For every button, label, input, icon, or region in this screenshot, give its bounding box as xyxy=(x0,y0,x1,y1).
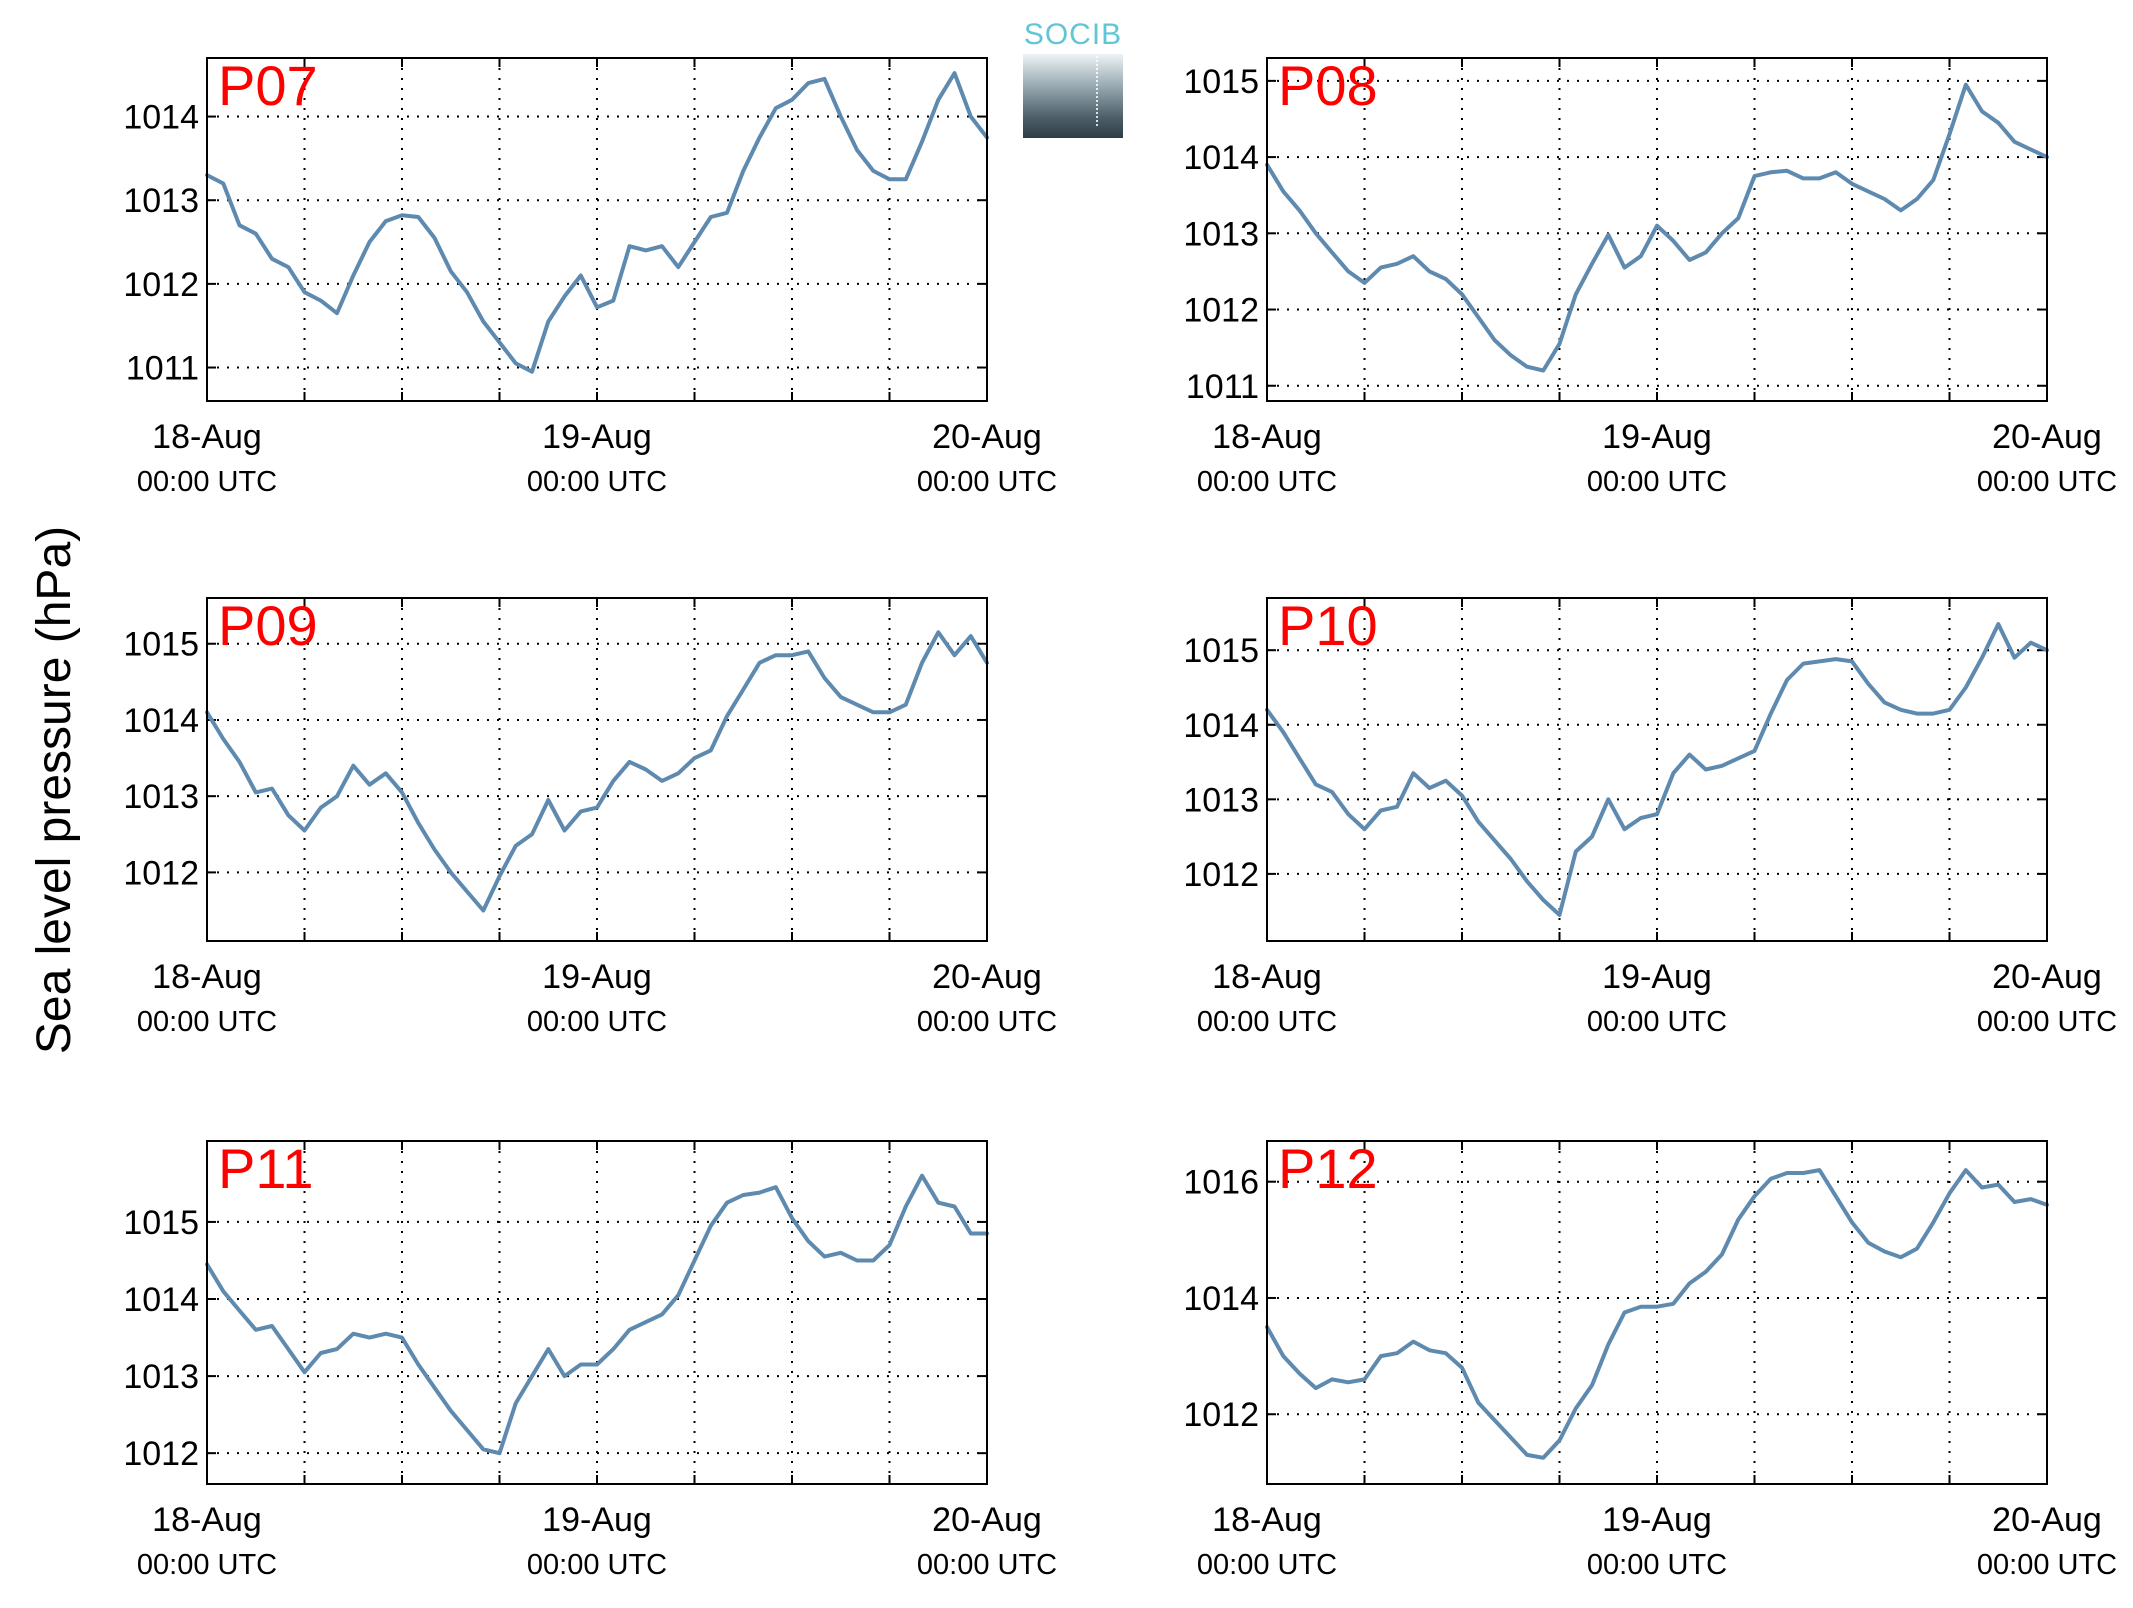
socib-logo-text: SOCIB xyxy=(1023,18,1123,51)
y-tick-label: 1011 xyxy=(1186,368,1259,406)
y-tick-label: 1014 xyxy=(1183,1280,1259,1318)
x-tick-label-time: 00:00 UTC xyxy=(1587,466,1727,498)
chart-panel-p09: 1012 1013 1014 1015 18-Aug 00:00 UTC 19-Aug 00:… xyxy=(123,594,1057,1038)
x-tick-label-time: 00:00 UTC xyxy=(1977,1549,2117,1581)
x-tick-label-date: 18-Aug xyxy=(1212,418,1322,456)
station-label: P10 xyxy=(1278,594,1378,657)
y-tick-label: 1012 xyxy=(1183,292,1259,330)
pressure-series-line xyxy=(205,71,989,374)
x-tick-label-date: 19-Aug xyxy=(542,958,652,996)
y-tick-label: 1012 xyxy=(1183,1396,1259,1434)
y-tick-label: 1014 xyxy=(123,1281,199,1319)
chart-panel-p12: 1012 1014 1016 18-Aug 00:00 UTC 19-Aug 00:00 U… xyxy=(1183,1137,2117,1581)
socib-logo-dotted-line xyxy=(1096,56,1098,126)
y-tick-label: 1015 xyxy=(123,626,199,664)
pressure-series-line xyxy=(1265,622,2049,917)
x-tick-label-date: 19-Aug xyxy=(1602,418,1712,456)
x-tick-label-date: 20-Aug xyxy=(1992,418,2102,456)
y-tick-label: 1014 xyxy=(123,702,199,740)
pressure-series-line xyxy=(1265,82,2049,373)
station-label: P08 xyxy=(1278,54,1378,117)
pressure-series-line xyxy=(205,630,989,913)
socib-logo: SOCIB xyxy=(1023,18,1123,138)
y-tick-label: 1016 xyxy=(1183,1164,1259,1202)
y-tick-label: 1012 xyxy=(123,854,199,892)
x-tick-label-date: 18-Aug xyxy=(1212,1501,1322,1539)
station-label: P07 xyxy=(218,54,318,117)
y-tick-label: 1013 xyxy=(1183,215,1259,253)
x-tick-label-time: 00:00 UTC xyxy=(1587,1549,1727,1581)
y-tick-label: 1015 xyxy=(123,1204,199,1242)
x-tick-label-time: 00:00 UTC xyxy=(1197,1006,1337,1038)
y-tick-label: 1012 xyxy=(123,266,199,304)
x-tick-label-time: 00:00 UTC xyxy=(1197,466,1337,498)
chart-panel-p11: 1012 1013 1014 1015 18-Aug 00:00 UTC 19-Aug 00:… xyxy=(123,1137,1057,1581)
socib-logo-mark xyxy=(1023,54,1123,138)
x-tick-label-time: 00:00 UTC xyxy=(1197,1549,1337,1581)
axes-frame xyxy=(1266,1140,2048,1485)
chart-panel-p08: 1011 1012 1013 1014 1015 18-Aug 00:00 UTC 19-Au… xyxy=(1183,54,2117,498)
x-tick-label-time: 00:00 UTC xyxy=(527,466,667,498)
station-label: P12 xyxy=(1278,1137,1378,1200)
x-tick-label-date: 20-Aug xyxy=(1992,958,2102,996)
y-tick-label: 1015 xyxy=(1183,632,1259,670)
x-tick-label-date: 19-Aug xyxy=(542,418,652,456)
x-tick-label-date: 18-Aug xyxy=(152,1501,262,1539)
y-tick-label: 1012 xyxy=(123,1435,199,1473)
x-tick-label-time: 00:00 UTC xyxy=(917,466,1057,498)
x-tick-label-time: 00:00 UTC xyxy=(137,1549,277,1581)
x-tick-label-time: 00:00 UTC xyxy=(917,1006,1057,1038)
x-tick-label-date: 18-Aug xyxy=(152,418,262,456)
pressure-series-line xyxy=(205,1173,989,1456)
x-tick-label-time: 00:00 UTC xyxy=(1587,1006,1727,1038)
chart-panel-p10: 1012 1013 1014 1015 18-Aug 00:00 UTC 19-Aug 00:… xyxy=(1183,594,2117,1038)
axes-frame xyxy=(1266,597,2048,942)
y-tick-label: 1013 xyxy=(123,182,199,220)
axes-frame xyxy=(206,57,988,402)
x-tick-label-time: 00:00 UTC xyxy=(137,1006,277,1038)
x-tick-label-date: 19-Aug xyxy=(1602,958,1712,996)
x-tick-label-time: 00:00 UTC xyxy=(1977,466,2117,498)
axes-frame xyxy=(206,597,988,942)
y-tick-label: 1013 xyxy=(1183,781,1259,819)
x-tick-label-date: 20-Aug xyxy=(932,418,1042,456)
y-tick-label: 1014 xyxy=(1183,707,1259,745)
x-tick-label-date: 20-Aug xyxy=(932,958,1042,996)
x-tick-label-date: 20-Aug xyxy=(932,1501,1042,1539)
x-tick-label-date: 20-Aug xyxy=(1992,1501,2102,1539)
pressure-series-line xyxy=(1265,1168,2049,1460)
y-tick-label: 1015 xyxy=(1183,63,1259,101)
x-tick-label-time: 00:00 UTC xyxy=(527,1549,667,1581)
axes-frame xyxy=(1266,57,2048,402)
y-tick-label: 1014 xyxy=(123,99,199,137)
y-tick-label: 1013 xyxy=(123,778,199,816)
x-tick-label-date: 19-Aug xyxy=(542,1501,652,1539)
x-tick-label-date: 19-Aug xyxy=(1602,1501,1712,1539)
y-tick-label: 1013 xyxy=(123,1358,199,1396)
x-tick-label-date: 18-Aug xyxy=(152,958,262,996)
station-label: P09 xyxy=(218,594,318,657)
x-tick-label-time: 00:00 UTC xyxy=(917,1549,1057,1581)
chart-panel-p07: 1011 1012 1013 1014 18-Aug 00:00 UTC 19-Aug 00:… xyxy=(123,54,1057,498)
y-tick-label: 1014 xyxy=(1183,139,1259,177)
y-tick-label: 1011 xyxy=(126,350,199,388)
x-tick-label-time: 00:00 UTC xyxy=(1977,1006,2117,1038)
x-tick-label-time: 00:00 UTC xyxy=(137,466,277,498)
x-tick-label-date: 18-Aug xyxy=(1212,958,1322,996)
axes-frame xyxy=(206,1140,988,1485)
x-tick-label-time: 00:00 UTC xyxy=(527,1006,667,1038)
station-label: P11 xyxy=(218,1137,313,1200)
y-tick-label: 1012 xyxy=(1183,856,1259,894)
